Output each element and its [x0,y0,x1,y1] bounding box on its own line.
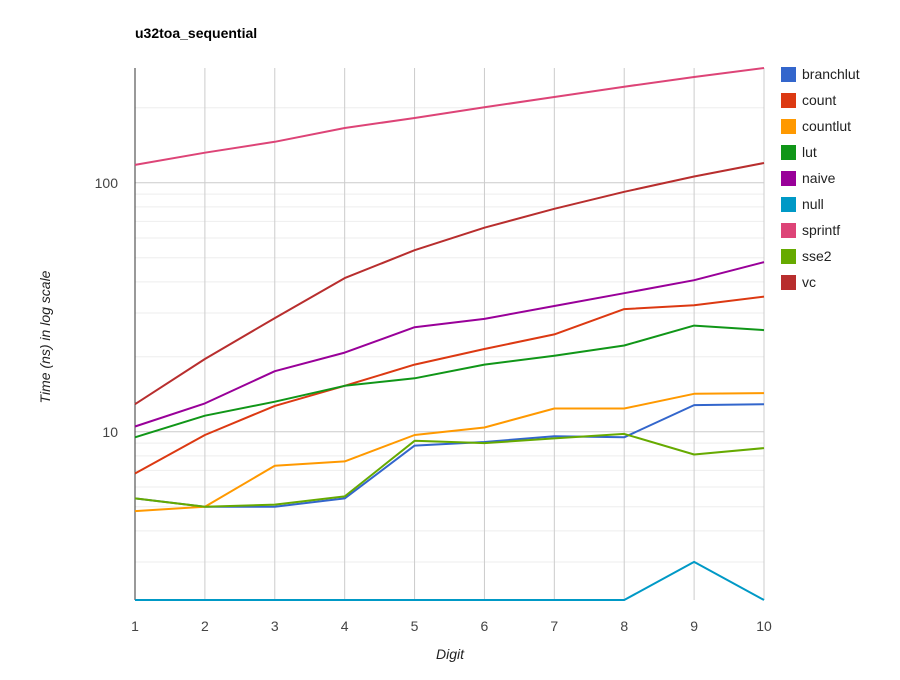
series-line-lut [134,324,765,439]
y-axis-label: Time (ns) in log scale [37,270,53,403]
legend-label: null [802,196,824,212]
x-tick-label: 10 [756,618,772,634]
legend-label: naive [802,170,836,186]
legend-swatch [781,145,796,160]
legend-item-sse2: sse2 [781,248,832,264]
legend-item-lut: lut [781,144,817,160]
series-line-countlut [134,392,765,513]
x-tick-labels: 1 2 3 4 5 6 7 8 9 10 [131,618,772,634]
legend-label: countlut [802,118,851,134]
x-tick-label: 1 [131,618,139,634]
legend-swatch [781,249,796,264]
x-tick-label: 9 [690,618,698,634]
series-line-count [134,295,765,475]
legend-item-countlut: countlut [781,118,851,134]
legend-label: count [802,92,836,108]
legend-item-count: count [781,92,836,108]
legend: branchlut count countlut lut naive null sprint… [781,66,860,290]
series-line-sse2 [134,432,765,508]
series-line-vc [134,162,765,406]
series-lines [134,67,765,601]
x-tick-label: 7 [550,618,558,634]
legend-swatch [781,223,796,238]
legend-swatch [781,171,796,186]
series-line-null [135,560,765,601]
legend-label: vc [802,274,816,290]
legend-label: sse2 [802,248,832,264]
x-tick-label: 3 [271,618,279,634]
legend-label: sprintf [802,222,840,238]
series-line-naive [134,261,765,428]
legend-swatch [781,93,796,108]
legend-label: branchlut [802,66,860,82]
y-tick-labels: 10 100 [95,175,119,440]
series-line-sprintf [134,67,765,166]
y-tick-label: 100 [95,175,119,191]
x-tick-label: 8 [620,618,628,634]
legend-swatch [781,197,796,212]
legend-item-null: null [781,196,824,212]
series-line-branchlut [134,403,765,508]
legend-item-naive: naive [781,170,836,186]
x-axis-label: Digit [436,646,465,662]
grid-lines [135,68,765,600]
legend-swatch [781,275,796,290]
y-tick-label: 10 [102,424,118,440]
chart-title: u32toa_sequential [135,25,257,41]
legend-item-vc: vc [781,274,816,290]
x-tick-label: 2 [201,618,209,634]
x-tick-label: 6 [481,618,489,634]
x-tick-label: 5 [411,618,419,634]
legend-item-sprintf: sprintf [781,222,840,238]
legend-swatch [781,67,796,82]
x-tick-label: 4 [341,618,349,634]
legend-swatch [781,119,796,134]
legend-label: lut [802,144,817,160]
legend-item-branchlut: branchlut [781,66,860,82]
